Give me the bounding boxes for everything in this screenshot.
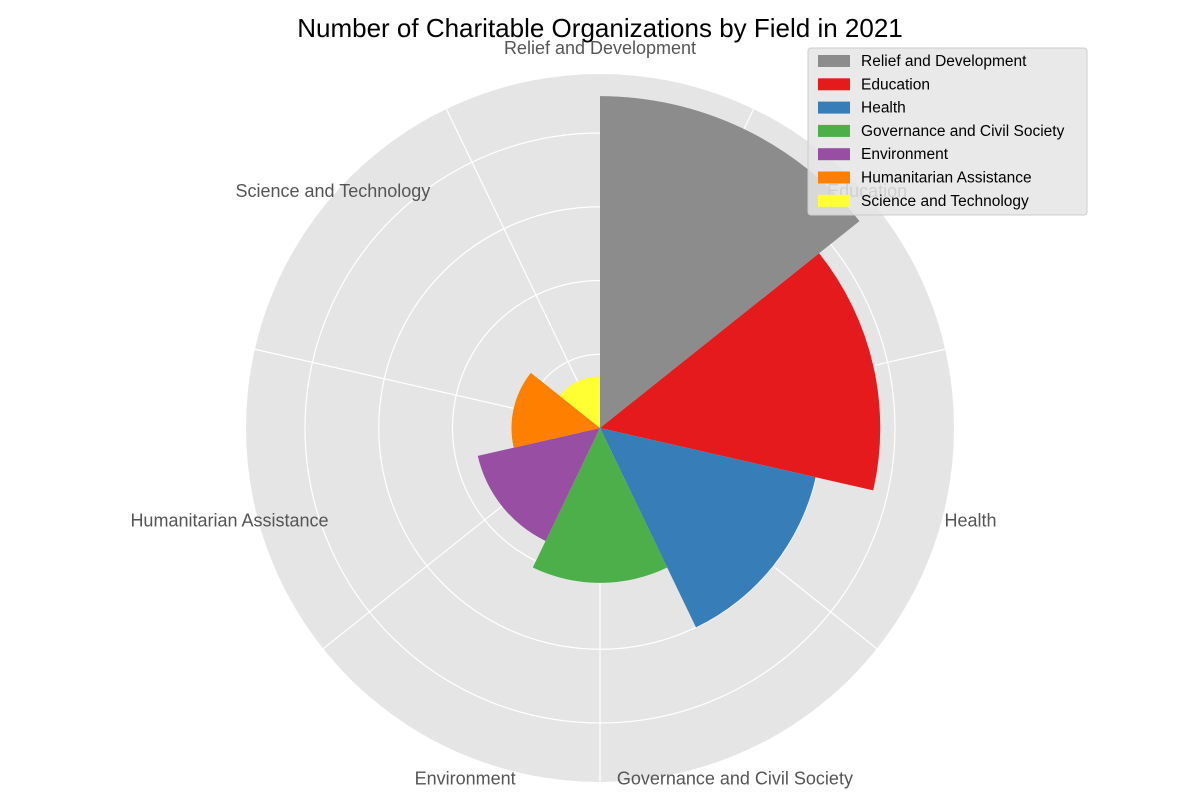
legend-label-education: Education (861, 76, 930, 93)
bar-relief-and-development (600, 96, 860, 428)
legend-label-governance-and-civil-society: Governance and Civil Society (861, 123, 1065, 140)
bar-environment (477, 428, 600, 541)
legend-label-environment: Environment (861, 146, 949, 163)
legend-label-science-and-technology: Science and Technology (861, 193, 1029, 210)
legend-swatch-governance-and-civil-society (818, 124, 850, 137)
legend-swatch-environment (818, 148, 850, 161)
legend-box (807, 47, 1088, 216)
angular-gridline (445, 108, 601, 429)
legend-swatch-relief-and-development (818, 55, 850, 67)
legend-label-health: Health (861, 100, 906, 117)
bar-governance-and-civil-society (532, 428, 668, 583)
legend-items: Relief and Development Education Health Gov… (818, 53, 1065, 210)
bar-humanitarian-assistance (511, 372, 600, 448)
category-label-humanitarian-assistance: Humanitarian Assistance (130, 511, 328, 531)
chart-title: Number of Charitable Organizations by Fi… (297, 13, 903, 43)
category-label-environment: Environment (415, 768, 516, 788)
legend-swatch-health (818, 101, 850, 114)
category-label-relief-and-development: Relief and Development (504, 38, 696, 58)
legend-swatch-humanitarian-assistance (818, 171, 850, 184)
bar-science-and-technology (559, 376, 600, 428)
legend-label-humanitarian-assistance: Humanitarian Assistance (861, 170, 1032, 187)
category-label-governance-and-civil-society: Governance and Civil Society (617, 768, 853, 788)
bar-health (600, 428, 816, 628)
category-label-science-and-technology: Science and Technology (235, 181, 430, 201)
legend: Relief and Development Education Health Gov… (807, 47, 1088, 216)
polar-plot-area: Relief and Development Education Health Gov… (130, 38, 996, 788)
bar-education (600, 253, 881, 491)
category-label-health: Health (944, 511, 996, 531)
legend-swatch-education (818, 78, 850, 91)
legend-swatch-science-and-technology (818, 194, 850, 207)
bar-series (477, 96, 881, 628)
legend-label-relief-and-development: Relief and Development (861, 53, 1027, 70)
